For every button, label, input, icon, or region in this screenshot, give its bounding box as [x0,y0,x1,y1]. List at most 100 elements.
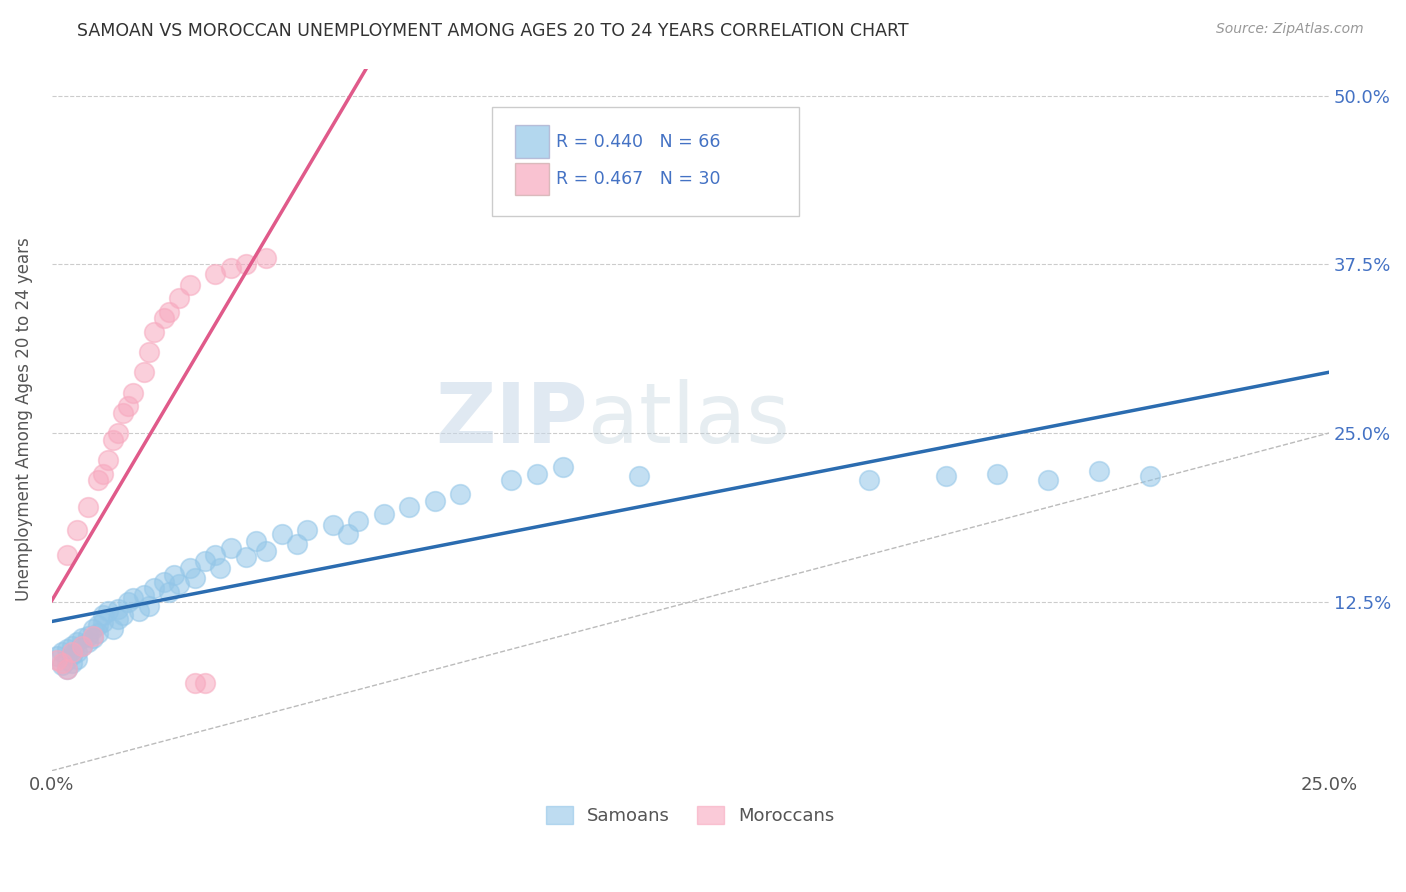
Point [76,629,98,643]
Point [66,645,89,659]
Text: R = 0.467   N = 30: R = 0.467 N = 30 [557,169,721,187]
Point [87,626,110,640]
Point [72,632,94,646]
Point [97,604,120,618]
FancyBboxPatch shape [492,107,799,216]
Point [56,548,79,562]
Point [101,433,124,447]
Point [107,601,129,615]
Point [82,622,104,636]
Point [501,474,523,488]
Point [112,406,135,420]
Point [153,574,176,589]
Point [138,599,160,613]
Point [91,608,114,623]
Point [235,257,257,271]
Point [101,622,124,636]
Point [72,640,94,654]
Point [132,588,155,602]
Point [254,543,277,558]
Point [169,577,191,591]
Point [107,426,129,441]
Legend: Samoans, Moroccans: Samoans, Moroccans [546,805,835,825]
Point [142,582,165,596]
Point [122,385,145,400]
Point [935,469,957,483]
Point [56,662,79,676]
Point [60,645,83,659]
Text: ZIP: ZIP [436,379,588,460]
Point [132,365,155,379]
Point [337,527,360,541]
Point [1139,469,1161,483]
Point [204,267,226,281]
Point [76,635,98,649]
Point [72,640,94,654]
Point [219,541,242,555]
Point [449,487,471,501]
Point [1088,464,1111,478]
Point [209,561,232,575]
Point [157,304,180,318]
FancyBboxPatch shape [516,162,548,195]
Point [91,615,114,629]
Point [194,554,217,568]
Point [254,251,277,265]
Point [87,618,110,632]
Point [295,524,318,538]
Point [142,325,165,339]
Point [551,459,574,474]
Point [373,507,395,521]
Text: SAMOAN VS MOROCCAN UNEMPLOYMENT AMONG AGES 20 TO 24 YEARS CORRELATION CHART: SAMOAN VS MOROCCAN UNEMPLOYMENT AMONG AG… [77,22,908,40]
Point [87,474,110,488]
Point [398,500,420,515]
Point [60,640,83,654]
Point [169,291,191,305]
Point [117,399,139,413]
Point [66,524,89,538]
Point [153,311,176,326]
Point [56,653,79,667]
Point [423,493,446,508]
Point [858,474,880,488]
Point [219,261,242,276]
Point [60,656,83,670]
Point [184,676,207,690]
FancyBboxPatch shape [516,126,548,158]
Point [45,653,67,667]
Point [107,612,129,626]
Point [91,467,114,481]
Point [157,585,180,599]
Text: Source: ZipAtlas.com: Source: ZipAtlas.com [1216,22,1364,37]
Point [112,608,135,623]
Point [117,595,139,609]
Point [51,658,73,673]
Point [235,550,257,565]
Point [245,534,267,549]
Point [66,651,89,665]
Point [138,345,160,359]
Point [82,629,104,643]
Point [51,656,73,670]
Point [51,645,73,659]
Point [82,632,104,646]
Point [347,514,370,528]
Point [66,635,89,649]
Point [128,604,150,618]
Point [270,527,292,541]
Text: R = 0.440   N = 66: R = 0.440 N = 66 [557,133,721,151]
Point [76,500,98,515]
Point [1036,474,1059,488]
Point [45,648,67,663]
Point [163,568,186,582]
Point [184,571,207,585]
Point [628,469,651,483]
Point [194,676,217,690]
Point [986,467,1008,481]
Point [204,548,226,562]
Point [179,561,201,575]
Point [322,517,344,532]
Point [179,277,201,292]
Y-axis label: Unemployment Among Ages 20 to 24 years: Unemployment Among Ages 20 to 24 years [15,238,32,601]
Point [56,662,79,676]
